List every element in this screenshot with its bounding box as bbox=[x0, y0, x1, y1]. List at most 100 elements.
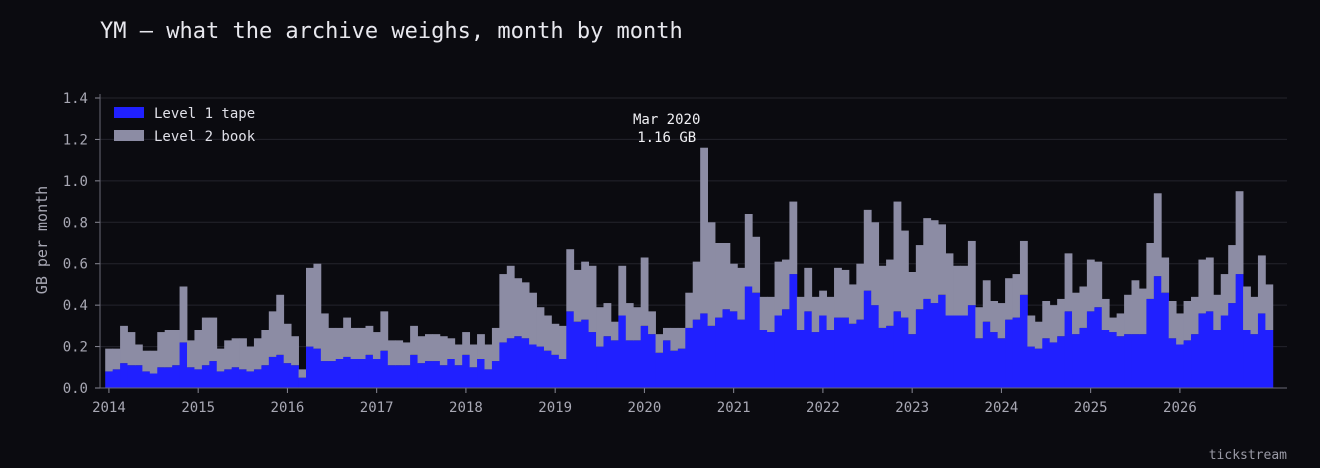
level2-bar bbox=[1042, 301, 1051, 339]
level1-bar bbox=[1109, 332, 1118, 388]
level1-bar bbox=[298, 377, 307, 388]
level2-bar bbox=[253, 338, 262, 370]
level2-bar bbox=[640, 257, 649, 326]
level1-bar bbox=[923, 298, 932, 388]
level2-bar bbox=[1079, 286, 1088, 328]
level2-bar bbox=[633, 307, 642, 341]
level2-bar bbox=[402, 342, 411, 366]
x-tick-label: 2024 bbox=[985, 400, 1019, 416]
level2-bar bbox=[618, 265, 627, 316]
y-tick-label: 0.2 bbox=[63, 340, 88, 356]
level2-bar bbox=[484, 344, 493, 370]
level1-bar bbox=[1072, 334, 1080, 388]
level1-bar bbox=[581, 319, 590, 388]
level1-bar bbox=[1198, 313, 1207, 388]
level1-bar bbox=[112, 369, 121, 388]
level2-bar bbox=[893, 201, 902, 312]
level1-bar bbox=[261, 365, 270, 388]
level1-bar bbox=[551, 354, 560, 388]
level2-bar bbox=[395, 340, 404, 366]
level1-bar bbox=[692, 319, 701, 388]
level2-bar bbox=[1064, 253, 1073, 312]
level2-bar bbox=[811, 296, 820, 333]
annotation-date: Mar 2020 bbox=[633, 112, 700, 128]
level2-bar bbox=[588, 265, 597, 333]
level1-bar bbox=[863, 290, 872, 388]
level1-bar bbox=[774, 315, 783, 388]
level1-bar bbox=[529, 344, 537, 388]
level1-bar bbox=[1213, 330, 1222, 388]
level1-bar bbox=[648, 334, 656, 388]
level2-bar bbox=[1005, 278, 1013, 320]
level2-bar bbox=[677, 327, 686, 349]
level2-bar bbox=[841, 269, 850, 318]
level1-bar bbox=[313, 348, 322, 388]
level1-bar bbox=[945, 315, 954, 388]
level2-bar bbox=[454, 344, 463, 366]
level1-bar bbox=[677, 348, 686, 388]
legend: Level 1 tape Level 2 book bbox=[114, 106, 256, 145]
level1-bar bbox=[715, 317, 723, 388]
level1-bar bbox=[484, 369, 493, 388]
level1-bar bbox=[1146, 298, 1155, 388]
x-tick-label: 2015 bbox=[181, 400, 215, 416]
level2-bar bbox=[848, 284, 857, 324]
level1-bar bbox=[953, 315, 961, 388]
level2-bar bbox=[648, 311, 656, 335]
level1-bar bbox=[432, 361, 441, 388]
level1-bar bbox=[1101, 330, 1110, 388]
level2-bar bbox=[447, 338, 456, 359]
y-tick-label: 1.4 bbox=[63, 91, 88, 107]
legend-label-level1: Level 1 tape bbox=[154, 106, 255, 122]
level1-bar bbox=[744, 286, 753, 388]
level2-bar bbox=[1101, 298, 1110, 330]
level1-bar bbox=[1176, 344, 1184, 388]
level2-bar bbox=[424, 334, 433, 362]
level1-bar bbox=[781, 309, 790, 388]
level2-bar bbox=[581, 261, 590, 320]
level2-bar bbox=[313, 263, 322, 349]
level1-bar bbox=[1265, 330, 1274, 388]
level1-bar bbox=[120, 363, 128, 388]
y-tick-label: 0.4 bbox=[63, 298, 88, 314]
level1-bar bbox=[997, 338, 1006, 388]
level1-bar bbox=[1124, 334, 1132, 388]
level2-bar bbox=[819, 290, 827, 316]
level2-bar bbox=[543, 315, 552, 351]
level2-bar bbox=[320, 313, 329, 362]
level1-bar bbox=[365, 354, 374, 388]
level1-bar bbox=[462, 354, 471, 388]
level1-bar bbox=[164, 367, 173, 388]
level2-bar bbox=[1057, 298, 1065, 337]
level2-bar bbox=[350, 327, 359, 359]
level1-bar bbox=[1138, 334, 1147, 388]
level2-bar bbox=[715, 243, 723, 318]
level1-bar bbox=[194, 369, 203, 388]
level2-bar bbox=[1086, 259, 1095, 312]
level1-bar bbox=[536, 346, 545, 388]
level2-bar bbox=[1138, 288, 1147, 335]
level1-bar bbox=[439, 365, 448, 388]
level1-bar bbox=[1235, 274, 1244, 388]
level1-bar bbox=[1161, 292, 1170, 388]
legend-swatch-level2 bbox=[114, 130, 144, 141]
level1-bar bbox=[224, 369, 233, 388]
level1-bar bbox=[811, 332, 820, 388]
level2-bar bbox=[477, 334, 485, 359]
level2-bar bbox=[558, 325, 567, 359]
level2-bar bbox=[283, 323, 292, 364]
level1-bar bbox=[417, 363, 426, 388]
level1-bar bbox=[826, 330, 835, 388]
x-tick-label: 2014 bbox=[92, 400, 126, 416]
level1-bar bbox=[767, 332, 775, 388]
level2-bar bbox=[410, 325, 418, 355]
level2-bar bbox=[729, 263, 738, 312]
level2-bar bbox=[179, 286, 188, 343]
level1-bar bbox=[142, 371, 151, 388]
level2-bar bbox=[194, 330, 203, 370]
level1-bar bbox=[350, 359, 359, 388]
level2-bar bbox=[967, 240, 976, 306]
level1-bar bbox=[558, 359, 567, 388]
level2-bar bbox=[744, 214, 753, 287]
